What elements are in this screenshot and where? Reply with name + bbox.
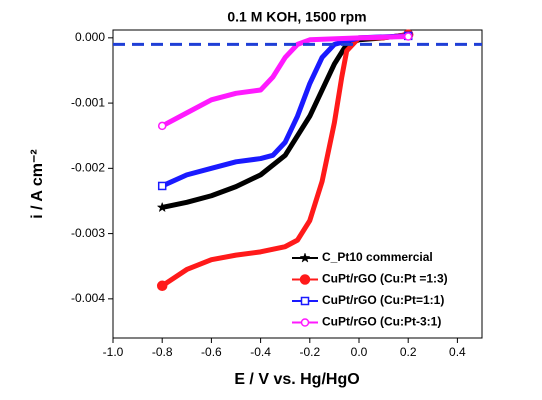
marker: [156, 201, 168, 213]
x-tick-label: -1.0: [103, 345, 124, 359]
plot-frame: [112, 29, 483, 339]
marker: [157, 121, 167, 131]
series-line: [160, 32, 409, 288]
legend-label: CuPt/rGO (Cu:Pt=1:1): [322, 293, 444, 307]
y-tick-label: -0.004: [71, 291, 105, 305]
y-tick-label: -0.002: [71, 161, 105, 175]
marker: [156, 280, 168, 292]
x-tick-label: -0.6: [201, 345, 222, 359]
y-tick-label: -0.001: [71, 95, 105, 109]
series-line: [161, 33, 409, 189]
legend-label: C_Pt10 commercial: [322, 250, 433, 264]
y-axis-label: i / A cm⁻²: [29, 149, 46, 219]
marker: [299, 274, 311, 285]
y-tick-label: -0.003: [71, 226, 105, 240]
marker: [403, 32, 413, 41]
x-tick-label: 0.0: [351, 345, 368, 359]
x-axis-label: E / V vs. Hg/HgO: [234, 371, 359, 388]
x-tick-label: -0.8: [152, 345, 173, 359]
x-tick-label: -0.2: [299, 345, 320, 359]
marker: [157, 181, 167, 191]
series-line: [161, 34, 409, 129]
marker: [299, 252, 311, 263]
x-tick-label: 0.2: [400, 345, 417, 359]
marker: [300, 318, 310, 327]
legend-label: CuPt/rGO (Cu:Pt =1:3): [322, 272, 448, 286]
chart-title: 0.1 M KOH, 1500 rpm: [227, 9, 366, 25]
x-tick-label: -0.4: [250, 345, 271, 359]
x-tick-label: 0.4: [449, 345, 466, 359]
marker: [300, 296, 310, 306]
legend-label: CuPt/rGO (Cu:Pt-3:1): [322, 315, 441, 329]
y-tick-label: 0.000: [75, 30, 105, 44]
